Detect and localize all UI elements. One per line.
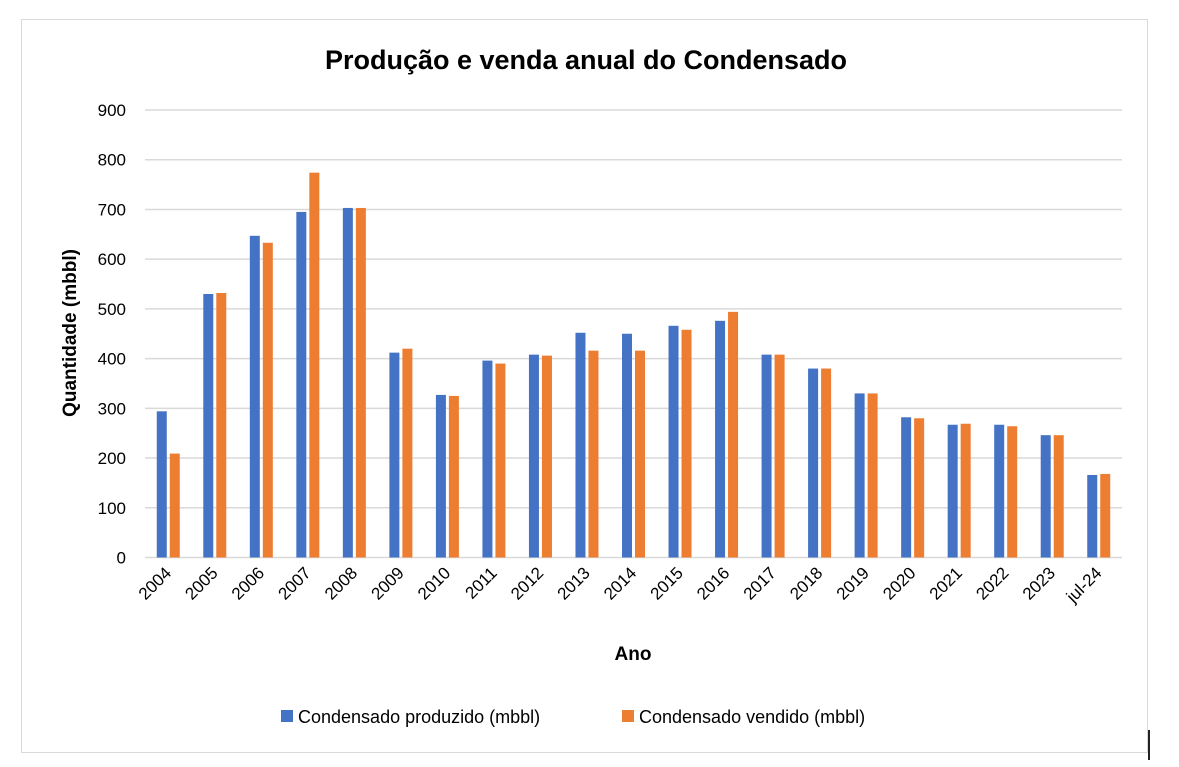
bar-vendido-2015 [681, 329, 692, 558]
bar-produzido-2021 [947, 424, 958, 558]
bar-vendido-2020 [914, 418, 925, 558]
y-tick-label: 600 [98, 250, 126, 269]
x-tick-label: 2009 [368, 563, 408, 603]
x-tick-label: jul-24 [1062, 563, 1106, 607]
bar-produzido-2022 [994, 424, 1005, 558]
bar-vendido-2012 [541, 355, 552, 558]
bar-produzido-2010 [435, 394, 446, 558]
x-tick-label: 2014 [600, 563, 640, 603]
x-tick-label: 2005 [181, 563, 221, 603]
bar-produzido-2015 [668, 325, 679, 558]
gridlines [145, 109, 1122, 559]
y-tick-label: 900 [98, 101, 126, 120]
x-tick-label: 2007 [274, 563, 314, 603]
y-tick-label: 400 [98, 350, 126, 369]
bar-vendido-2021 [960, 423, 971, 558]
bar-vendido-2004 [169, 453, 180, 558]
x-tick-label: 2018 [786, 563, 826, 603]
x-tick-label: 2016 [693, 563, 733, 603]
legend: Condensado produzido (mbbl) Condensado v… [281, 707, 865, 727]
x-tick-label: 2010 [414, 563, 454, 603]
bar-vendido-2011 [495, 363, 506, 558]
y-tick-label: 700 [98, 200, 126, 219]
x-tick-label: 2013 [554, 563, 594, 603]
legend-label-produzido: Condensado produzido (mbbl) [298, 707, 540, 727]
cursor-line [1148, 730, 1150, 760]
bar-produzido-2005 [203, 293, 214, 558]
x-tick-label: 2008 [321, 563, 361, 603]
bar-vendido-2022 [1007, 426, 1018, 558]
y-tick-label: 200 [98, 449, 126, 468]
bars [156, 172, 1111, 558]
x-tick-label: 2004 [135, 563, 175, 603]
bar-vendido-2008 [355, 207, 366, 558]
bar-produzido-2007 [296, 211, 307, 558]
y-tick-label: 0 [117, 549, 126, 568]
bar-vendido-2023 [1053, 435, 1064, 558]
x-axis-label: Ano [615, 644, 652, 665]
chart-frame [21, 19, 1148, 753]
x-tick-labels: 2004 2005 2006 2007 2008 2009 2010 2011 2012 2013… [135, 563, 1106, 607]
bar-vendido-2009 [402, 348, 413, 558]
x-tick-label: 2012 [507, 563, 547, 603]
x-tick-label: 2019 [833, 563, 873, 603]
x-tick-label: 2020 [879, 563, 919, 603]
bar-vendido-2019 [867, 393, 878, 558]
bar-vendido-2018 [821, 368, 832, 558]
legend-label-vendido: Condensado vendido (mbbl) [639, 707, 865, 727]
bar-vendido-2013 [588, 350, 599, 558]
bar-produzido-2016 [715, 320, 726, 558]
x-tick-label: 2023 [1019, 563, 1059, 603]
bar-produzido-jul-24 [1087, 474, 1098, 558]
y-axis-label: Quantidade (mbbl) [60, 249, 81, 417]
y-tick-label: 100 [98, 499, 126, 518]
x-tick-label: 2011 [461, 563, 500, 602]
bar-vendido-2005 [216, 292, 227, 558]
y-tick-label: 300 [98, 399, 126, 418]
x-tick-label: 2021 [926, 563, 966, 603]
chart-title: Produção e venda anual do Condensado [325, 45, 847, 75]
bar-produzido-2014 [622, 333, 632, 558]
bar-vendido-2016 [728, 311, 739, 558]
y-tick-labels: 0 100 200 300 400 500 600 700 800 900 [98, 101, 126, 568]
bar-produzido-2011 [482, 360, 493, 558]
bar-vendido-2006 [262, 242, 273, 558]
bar-produzido-2023 [1040, 435, 1051, 558]
x-tick-label: 2017 [740, 563, 780, 603]
bar-vendido-2014 [635, 350, 645, 558]
y-tick-label: 800 [98, 151, 126, 170]
bar-produzido-2018 [808, 368, 819, 558]
bar-vendido-2007 [309, 172, 320, 558]
bar-produzido-2006 [249, 235, 260, 558]
bar-vendido-jul-24 [1100, 473, 1111, 558]
x-tick-label: 2022 [972, 563, 1012, 603]
x-tick-label: 2015 [647, 563, 687, 603]
bar-produzido-2008 [342, 207, 353, 558]
x-tick-label: 2006 [228, 563, 268, 603]
bar-produzido-2013 [575, 332, 586, 558]
bar-produzido-2017 [761, 354, 772, 558]
legend-swatch-produzido [281, 710, 293, 722]
bar-vendido-2010 [448, 395, 459, 558]
bar-produzido-2020 [901, 417, 912, 558]
bar-produzido-2009 [389, 352, 400, 558]
legend-swatch-vendido [622, 710, 634, 722]
bar-vendido-2017 [774, 354, 785, 558]
bar-produzido-2012 [528, 354, 539, 558]
bar-produzido-2004 [156, 411, 167, 558]
bar-produzido-2019 [854, 393, 865, 558]
y-tick-label: 500 [98, 300, 126, 319]
